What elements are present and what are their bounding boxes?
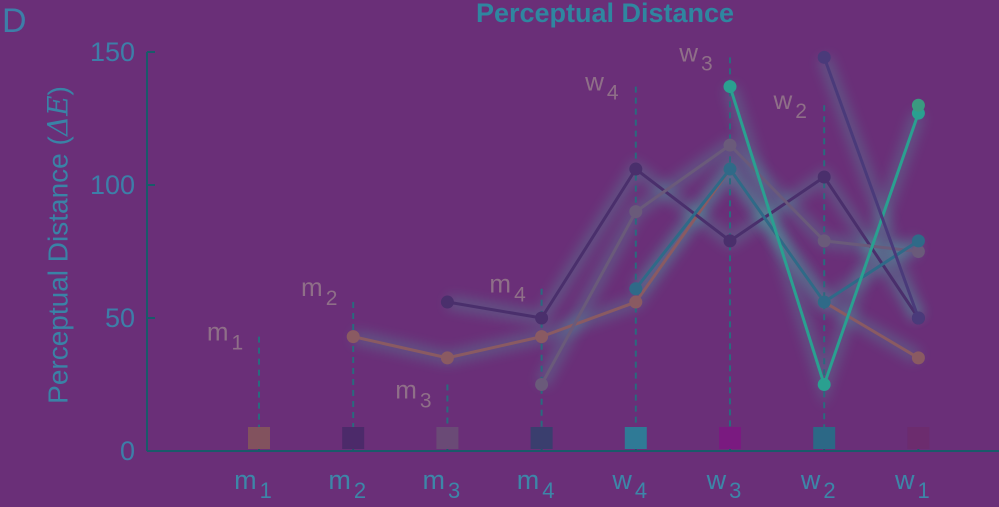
data-point-w3 — [817, 50, 831, 64]
data-point-m2 — [817, 170, 831, 184]
data-point-m3 — [817, 234, 831, 248]
data-point-m3 — [535, 378, 549, 391]
category-marker — [813, 427, 836, 449]
category-marker — [624, 427, 647, 449]
data-point-w3 — [911, 311, 925, 325]
category-marker — [248, 427, 270, 449]
category-marker — [530, 427, 553, 449]
data-point-w4 — [817, 378, 831, 391]
panel-letter: D — [2, 2, 27, 40]
data-point-m1 — [346, 330, 360, 344]
category-marker — [907, 427, 930, 449]
data-point-m2 — [535, 311, 549, 325]
category-marker — [436, 427, 459, 449]
data-point-m4 — [629, 282, 643, 296]
data-point-m4 — [723, 162, 737, 176]
data-point-m1 — [629, 295, 643, 309]
data-point-m4 — [911, 234, 925, 248]
y-tick-label: 150 — [90, 37, 135, 67]
data-point-w4 — [723, 80, 737, 94]
chart-title: Perceptual Distance — [475, 0, 735, 28]
y-tick-label: 50 — [105, 303, 135, 333]
series-line-w3 — [822, 56, 920, 319]
y-tick-label: 100 — [90, 170, 135, 200]
category-marker — [342, 427, 365, 449]
data-point-m1 — [535, 330, 549, 344]
data-point-m4 — [817, 295, 831, 309]
data-point-w2 — [911, 98, 925, 112]
y-tick-label: 0 — [120, 436, 135, 466]
data-point-m2 — [629, 162, 643, 176]
data-point-m3 — [911, 245, 925, 258]
data-point-m3 — [629, 205, 643, 219]
data-point-m3 — [723, 138, 737, 152]
series-line-m2 — [447, 167, 920, 320]
data-point-m2 — [440, 295, 454, 309]
category-marker — [719, 427, 741, 449]
data-point-m2 — [723, 234, 737, 248]
data-point-m1 — [911, 351, 925, 365]
data-point-m1 — [440, 351, 454, 365]
